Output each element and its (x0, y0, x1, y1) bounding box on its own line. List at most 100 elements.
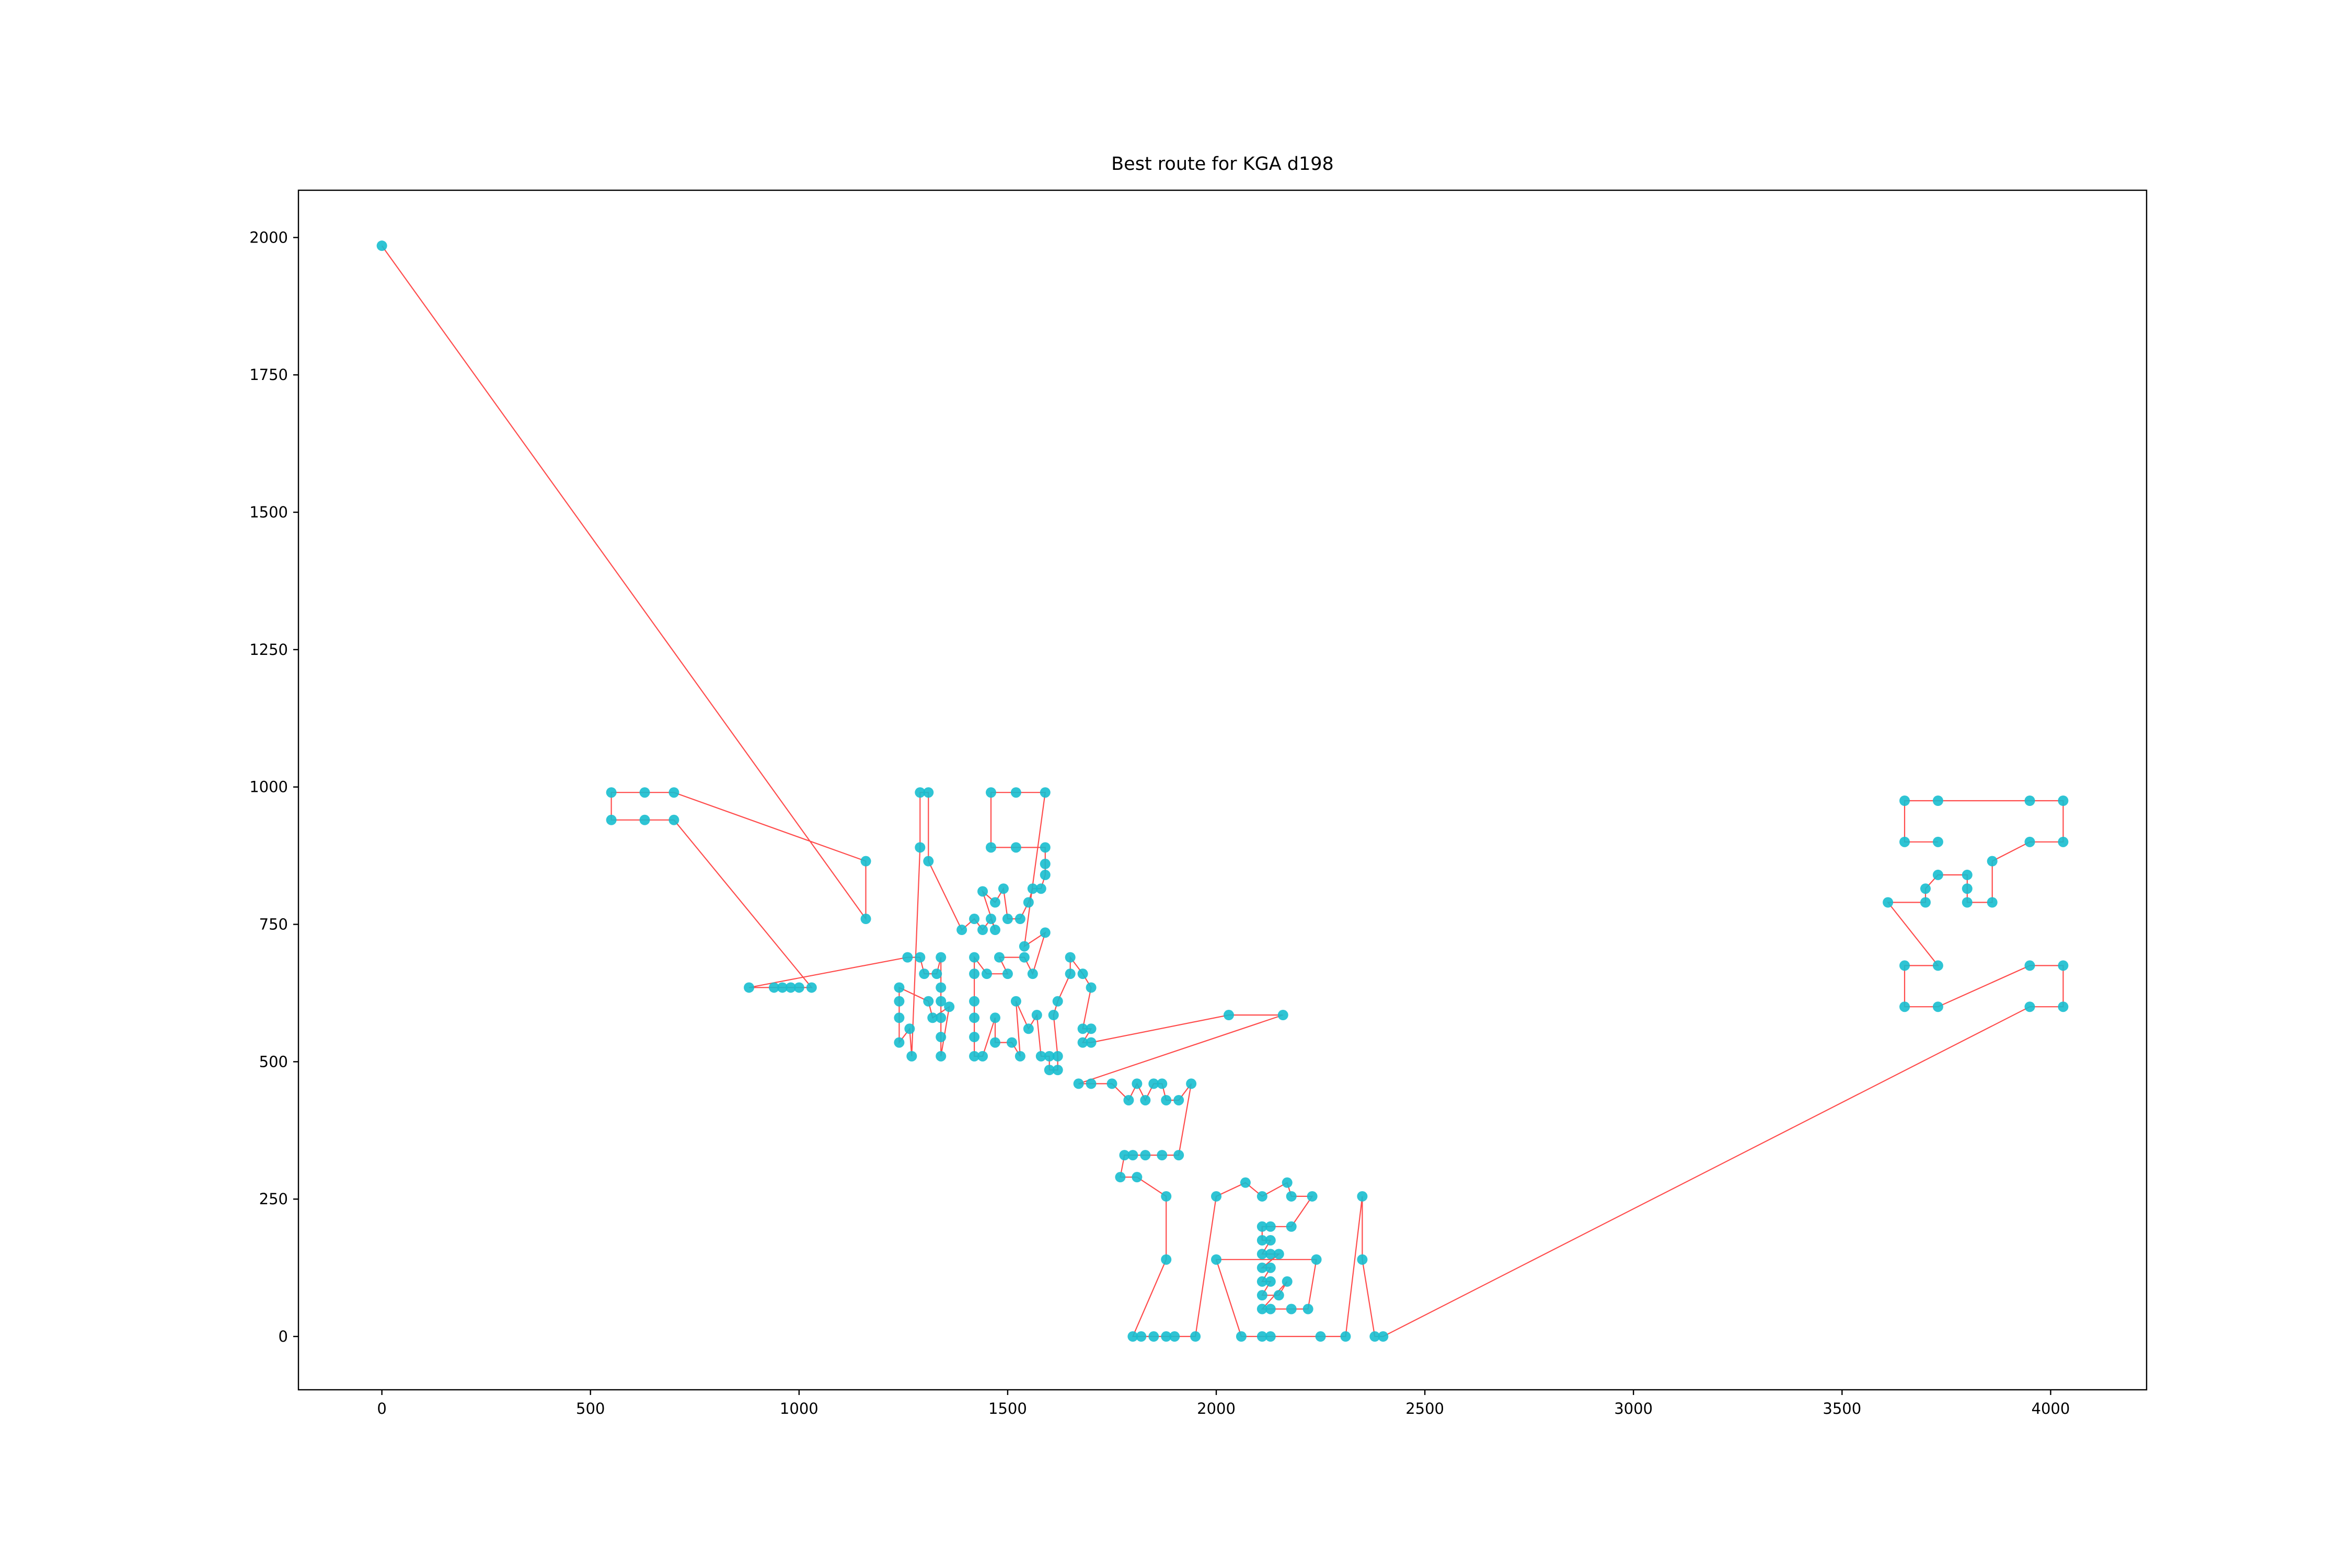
city-point (1173, 1094, 1184, 1105)
city-point (1186, 1078, 1197, 1089)
city-point (923, 996, 934, 1007)
city-point (1035, 1051, 1046, 1062)
city-point (986, 842, 997, 853)
city-point (1065, 952, 1076, 963)
city-point (915, 787, 926, 798)
city-point (1286, 1221, 1297, 1232)
city-point (1962, 883, 1973, 894)
city-point (1920, 897, 1931, 908)
y-tick-label: 1000 (249, 778, 288, 796)
city-point (904, 1023, 915, 1034)
city-point (1256, 1262, 1267, 1273)
y-tick-label: 0 (279, 1328, 288, 1345)
city-point (1123, 1094, 1134, 1105)
city-point (1357, 1254, 1368, 1265)
y-tick-label: 1500 (249, 503, 288, 521)
city-point (1119, 1150, 1130, 1161)
x-tick-label: 3500 (1823, 1400, 1861, 1417)
city-point (1315, 1331, 1326, 1342)
city-point (1002, 914, 1013, 925)
city-point (986, 914, 997, 925)
city-point (1027, 969, 1038, 979)
city-point (1256, 1249, 1267, 1260)
city-point (977, 886, 988, 897)
city-point (1086, 1037, 1097, 1048)
city-point (1236, 1331, 1247, 1342)
x-tick-label: 1500 (988, 1400, 1027, 1417)
city-point (1002, 969, 1013, 979)
city-point (1019, 941, 1030, 952)
city-point (1044, 1051, 1055, 1062)
city-point (894, 982, 905, 993)
city-point (982, 969, 993, 979)
city-point (376, 240, 387, 251)
city-point (1899, 1001, 1910, 1012)
city-point (936, 1012, 947, 1023)
city-point (1010, 787, 1021, 798)
city-point (1048, 1010, 1059, 1021)
city-point (1161, 1094, 1172, 1105)
city-point (2058, 795, 2069, 806)
city-point (1932, 795, 1943, 806)
city-point (923, 787, 934, 798)
city-point (906, 1051, 917, 1062)
city-point (998, 883, 1009, 894)
city-point (1052, 1051, 1063, 1062)
city-point (1962, 869, 1973, 880)
city-point (1277, 1010, 1288, 1021)
city-point (1148, 1078, 1159, 1089)
city-point (1357, 1191, 1368, 1202)
city-point (977, 1051, 988, 1062)
city-point (785, 982, 796, 993)
city-point (1014, 914, 1025, 925)
city-point (1132, 1172, 1143, 1183)
city-point (668, 787, 679, 798)
city-point (1086, 1078, 1097, 1089)
city-point (1023, 1023, 1034, 1034)
x-tick-label: 1000 (780, 1400, 818, 1417)
city-point (2058, 960, 2069, 971)
city-point (1190, 1331, 1201, 1342)
city-point (1932, 1001, 1943, 1012)
city-point (994, 952, 1005, 963)
city-point (1173, 1150, 1184, 1161)
city-point (1265, 1331, 1276, 1342)
city-point (989, 897, 1000, 908)
city-point (777, 982, 788, 993)
x-tick-label: 2000 (1197, 1400, 1236, 1417)
city-point (1286, 1304, 1297, 1315)
city-point (1106, 1078, 1117, 1089)
city-point (1052, 996, 1063, 1007)
city-point (2058, 1001, 2069, 1012)
city-point (639, 814, 650, 825)
city-point (1157, 1078, 1168, 1089)
city-point (969, 914, 980, 925)
y-tick-label: 1250 (249, 641, 288, 659)
city-point (1265, 1249, 1276, 1260)
city-point (860, 914, 871, 925)
city-point (902, 952, 913, 963)
city-point (1256, 1235, 1267, 1246)
city-point (936, 996, 947, 1007)
x-tick-label: 0 (377, 1400, 386, 1417)
city-point (806, 982, 817, 993)
city-point (986, 787, 997, 798)
city-point (1127, 1150, 1138, 1161)
city-point (989, 925, 1000, 936)
city-point (1115, 1172, 1126, 1183)
city-point (1286, 1191, 1297, 1202)
city-point (1987, 856, 1998, 867)
city-point (2024, 960, 2035, 971)
y-tick-label: 500 (259, 1053, 288, 1070)
city-point (944, 1001, 955, 1012)
city-point (923, 856, 934, 867)
city-point (1040, 787, 1051, 798)
city-point (1035, 883, 1046, 894)
city-point (1256, 1331, 1267, 1342)
city-point (1027, 883, 1038, 894)
city-point (936, 952, 947, 963)
city-point (936, 982, 947, 993)
city-point (1019, 952, 1030, 963)
y-tick-label: 1750 (249, 366, 288, 384)
